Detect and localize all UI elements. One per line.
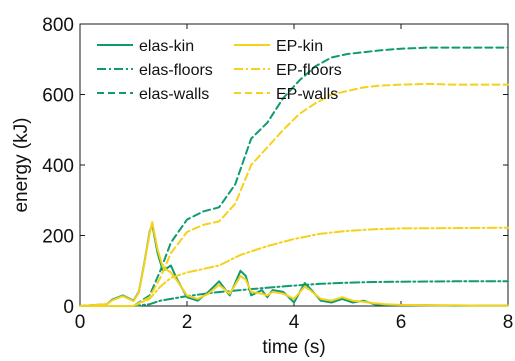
y-tick-label: 400 [42,156,74,177]
y-tick-label: 0 [63,297,74,318]
x-tick-label: 6 [396,312,407,333]
y-tick-label: 800 [42,15,74,36]
tick-labels: 0 2 4 6 8 0 200 400 600 800 [42,15,513,333]
series-line-elas-floors [79,280,509,307]
x-tick-label: 4 [289,312,300,333]
y-tick-label: 600 [42,86,74,107]
legend-label-EP-kin: EP-kin [276,38,323,55]
legend-label-EP-floors: EP-floors [276,62,342,79]
y-tick-label: 200 [42,227,74,248]
series-line-EP-walls [79,82,509,307]
legend-label-elas-walls: elas-walls [139,86,209,103]
x-tick-label: 8 [503,312,514,333]
x-tick-label: 2 [182,312,193,333]
series-line-EP-kin [79,221,509,307]
x-axis-label: time (s) [262,337,325,358]
legend: elas-kin elas-floors elas-walls EP-kin EP-fl… [97,38,342,103]
x-tick-label: 0 [75,312,86,333]
series-line-EP-floors [79,226,509,307]
series-layer [79,46,509,307]
legend-label-EP-walls: EP-walls [276,86,338,103]
legend-label-elas-floors: elas-floors [139,62,213,79]
series-line-elas-walls [79,46,509,307]
y-axis-label: energy (kJ) [11,117,32,212]
legend-label-elas-kin: elas-kin [139,38,194,55]
